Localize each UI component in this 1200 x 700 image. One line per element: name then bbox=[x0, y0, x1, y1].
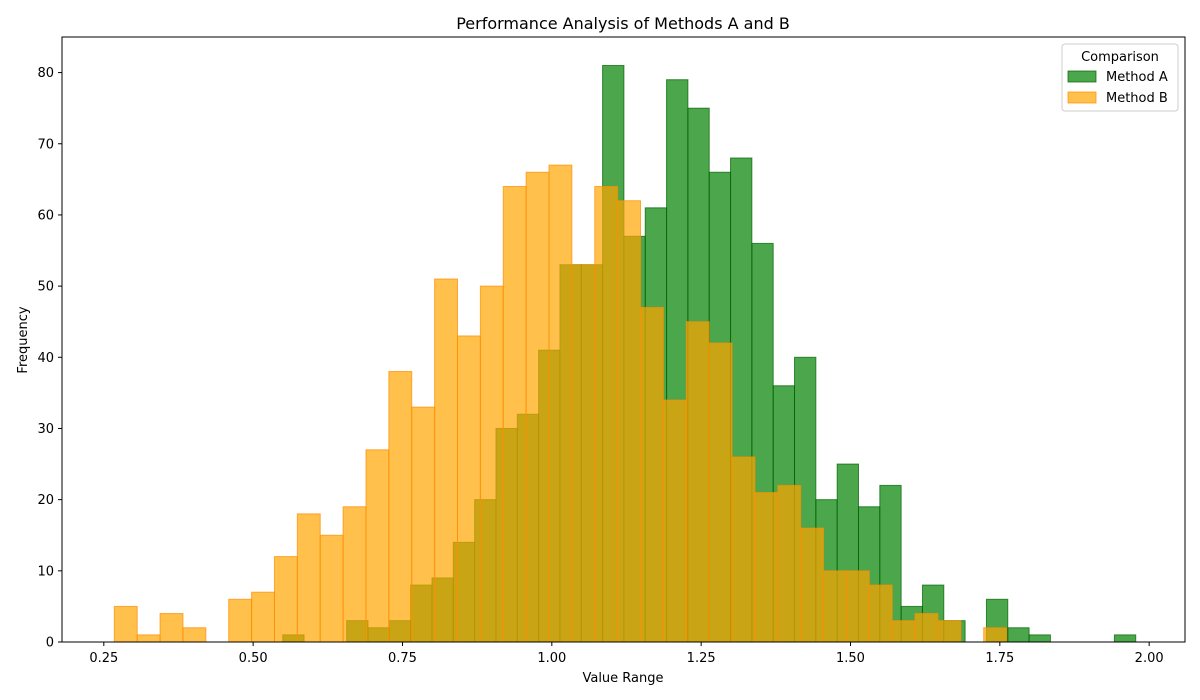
y-tick-label: 20 bbox=[37, 493, 54, 508]
y-tick-label: 80 bbox=[37, 66, 54, 81]
bar-method-b-20 bbox=[571, 264, 596, 643]
bar-method-b-21 bbox=[594, 185, 619, 643]
bar-method-b-9 bbox=[319, 534, 344, 643]
x-tick-label: 2.00 bbox=[1135, 651, 1164, 666]
y-tick-label: 30 bbox=[37, 422, 54, 437]
bar-method-b-30 bbox=[800, 527, 825, 643]
y-tick-label: 10 bbox=[37, 564, 54, 579]
y-tick-label: 60 bbox=[37, 208, 54, 223]
bar-method-b-23 bbox=[640, 306, 664, 643]
bar-method-b-34 bbox=[891, 620, 916, 643]
x-tick-label: 1.50 bbox=[836, 651, 865, 666]
plot-frame bbox=[61, 36, 1186, 643]
bar-method-b-15 bbox=[457, 335, 481, 643]
x-tick-label: 1.75 bbox=[985, 651, 1014, 666]
bar-method-b-25 bbox=[685, 321, 710, 643]
bar-method-b-24 bbox=[662, 399, 687, 643]
chart-title: Performance Analysis of Methods A and B bbox=[456, 14, 790, 33]
bar-method-b-0 bbox=[113, 605, 138, 643]
y-axis-label: Frequency bbox=[16, 306, 31, 373]
bar-method-b-31 bbox=[823, 570, 847, 643]
bar-method-b-8 bbox=[296, 513, 321, 643]
bar-method-a-35 bbox=[1028, 634, 1051, 643]
bar-method-b-11 bbox=[365, 449, 390, 643]
bar-method-b-29 bbox=[777, 484, 802, 643]
bar-method-b-5 bbox=[228, 598, 253, 643]
bar-method-b-3 bbox=[182, 627, 207, 643]
y-axis-ticks: 0 10 20 30 40 50 60 70 80 bbox=[37, 66, 62, 651]
bar-method-b-18 bbox=[525, 171, 550, 643]
bar-method-b-32 bbox=[845, 570, 870, 643]
bar-method-b-10 bbox=[342, 506, 367, 643]
series-method-b bbox=[113, 164, 1008, 643]
bar-method-b-17 bbox=[502, 185, 527, 643]
bar-method-b-13 bbox=[411, 406, 436, 643]
bar-method-b-2 bbox=[159, 613, 184, 643]
bar-method-b-7 bbox=[273, 556, 298, 643]
bar-method-b-35 bbox=[914, 613, 939, 643]
bar-method-b-6 bbox=[251, 591, 275, 643]
x-tick-label: 1.00 bbox=[537, 651, 566, 666]
bar-method-b-14 bbox=[434, 278, 458, 643]
x-tick-label: 1.25 bbox=[687, 651, 716, 666]
bar-method-b-19 bbox=[548, 164, 573, 643]
bars-layer bbox=[113, 64, 1137, 643]
x-tick-label: 0.50 bbox=[239, 651, 268, 666]
bar-method-b-33 bbox=[868, 584, 893, 643]
legend-title: Comparison bbox=[1081, 50, 1159, 65]
bar-method-b-16 bbox=[479, 285, 504, 643]
bar-method-b-27 bbox=[731, 456, 756, 643]
x-tick-label: 0.25 bbox=[89, 651, 118, 666]
bar-method-a-39 bbox=[1113, 634, 1137, 643]
bar-method-b-22 bbox=[617, 200, 642, 643]
legend: Comparison Method A Method B bbox=[1061, 43, 1179, 112]
y-tick-label: 50 bbox=[37, 280, 54, 295]
legend-swatch-method-a bbox=[1067, 70, 1097, 83]
x-tick-label: 0.75 bbox=[388, 651, 417, 666]
bar-method-b-1 bbox=[136, 634, 161, 643]
bar-method-a-34 bbox=[1007, 627, 1030, 643]
x-axis-ticks: 0.25 0.50 0.75 1.00 1.25 1.50 1.75 2.00 bbox=[89, 642, 1164, 666]
bar-method-b-36 bbox=[937, 620, 962, 643]
x-axis-label: Value Range bbox=[582, 671, 663, 686]
y-tick-label: 0 bbox=[46, 636, 54, 651]
y-tick-label: 40 bbox=[37, 351, 54, 366]
legend-swatch-method-b bbox=[1067, 91, 1097, 104]
bar-method-b-12 bbox=[388, 371, 413, 643]
bar-method-b-28 bbox=[754, 492, 779, 643]
legend-label-method-a: Method A bbox=[1106, 70, 1168, 85]
bar-method-b-38 bbox=[983, 627, 1008, 643]
y-tick-label: 70 bbox=[37, 137, 54, 152]
bar-method-b-26 bbox=[708, 342, 733, 643]
legend-label-method-b: Method B bbox=[1106, 91, 1168, 106]
